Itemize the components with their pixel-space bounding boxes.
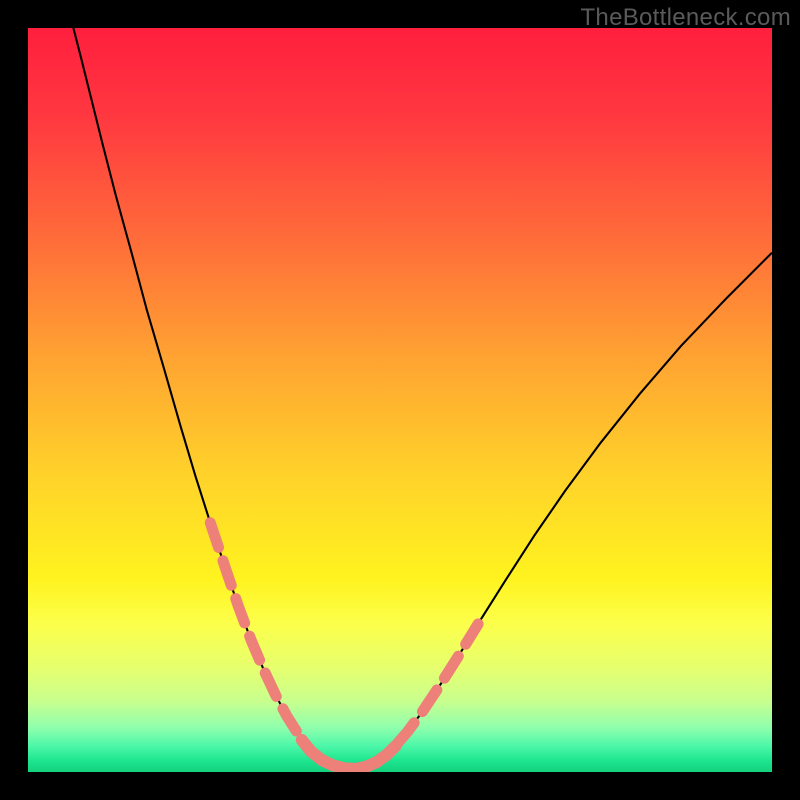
bottleneck-curve [73, 28, 772, 770]
chart-svg [28, 28, 772, 772]
overlay-right-dashed [398, 624, 478, 743]
overlay-bottom-solid [302, 740, 396, 769]
watermark-text: TheBottleneck.com [580, 4, 791, 32]
overlay-left-dashed [210, 523, 297, 733]
plot-area [28, 28, 772, 772]
